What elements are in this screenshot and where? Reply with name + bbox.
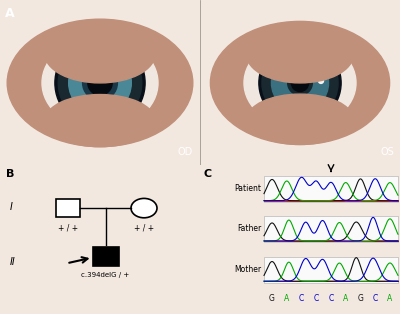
Circle shape xyxy=(292,71,298,78)
Circle shape xyxy=(272,54,328,111)
Text: Mother: Mother xyxy=(234,265,261,274)
Circle shape xyxy=(262,45,338,121)
Circle shape xyxy=(88,71,112,95)
Text: B: B xyxy=(6,169,14,179)
Bar xyxy=(264,176,398,202)
Circle shape xyxy=(82,66,118,100)
Text: C: C xyxy=(328,294,334,303)
Text: c.394delG / +: c.394delG / + xyxy=(81,272,130,278)
Ellipse shape xyxy=(45,25,155,83)
Circle shape xyxy=(259,42,341,124)
Text: Father: Father xyxy=(237,225,261,234)
Circle shape xyxy=(300,72,306,78)
Bar xyxy=(264,216,398,242)
Circle shape xyxy=(69,51,131,114)
Ellipse shape xyxy=(210,21,390,144)
Text: + / +: + / + xyxy=(58,223,78,232)
Circle shape xyxy=(55,38,145,128)
Text: C: C xyxy=(204,169,212,179)
Text: A: A xyxy=(5,7,15,20)
Circle shape xyxy=(288,71,312,95)
Circle shape xyxy=(58,41,142,125)
Circle shape xyxy=(291,74,309,92)
Circle shape xyxy=(90,69,98,77)
Text: A: A xyxy=(343,294,348,303)
Circle shape xyxy=(316,76,320,81)
Text: C: C xyxy=(299,294,304,303)
Text: A: A xyxy=(284,294,290,303)
Text: II: II xyxy=(10,257,16,267)
Text: Patient: Patient xyxy=(234,184,261,193)
Text: I: I xyxy=(10,202,13,212)
Bar xyxy=(264,257,398,283)
Ellipse shape xyxy=(247,27,353,83)
Circle shape xyxy=(131,198,157,218)
Ellipse shape xyxy=(42,36,158,129)
Text: + / +: + / + xyxy=(134,223,154,232)
Text: C: C xyxy=(372,294,378,303)
Circle shape xyxy=(99,72,105,78)
Text: G: G xyxy=(358,294,364,303)
Bar xyxy=(92,247,118,266)
Text: C: C xyxy=(314,294,319,303)
Text: G: G xyxy=(269,294,275,303)
Text: OD: OD xyxy=(178,147,193,157)
Ellipse shape xyxy=(45,95,155,147)
Ellipse shape xyxy=(247,94,353,144)
Ellipse shape xyxy=(244,38,356,128)
Ellipse shape xyxy=(7,19,193,147)
Text: OS: OS xyxy=(380,147,394,157)
Text: A: A xyxy=(387,294,392,303)
Circle shape xyxy=(318,78,324,84)
Bar xyxy=(56,199,80,217)
